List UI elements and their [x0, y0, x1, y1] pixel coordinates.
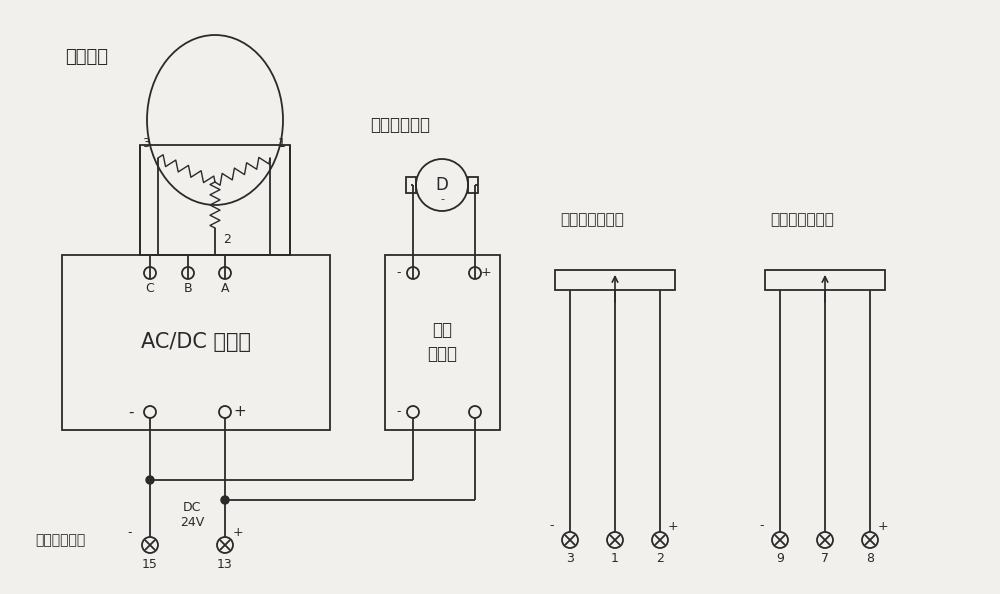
Text: +: + — [878, 520, 889, 532]
Bar — [385, 255, 500, 430]
Text: -: - — [128, 526, 132, 539]
Text: 1: 1 — [611, 551, 619, 564]
Bar — [468, 177, 478, 193]
Text: -: - — [128, 405, 134, 419]
Text: -: - — [396, 267, 401, 280]
Text: 陌螺马达: 陌螺马达 — [65, 48, 108, 66]
Text: 13: 13 — [217, 558, 233, 571]
Bar — [62, 255, 330, 430]
Text: B: B — [184, 283, 192, 295]
Circle shape — [146, 476, 154, 484]
Circle shape — [221, 496, 229, 504]
Text: -: - — [760, 520, 764, 532]
Text: C: C — [146, 283, 154, 295]
Text: 2: 2 — [656, 551, 664, 564]
Text: 7: 7 — [821, 551, 829, 564]
Text: AC/DC 逆变器: AC/DC 逆变器 — [141, 332, 251, 352]
Text: 3: 3 — [142, 137, 150, 150]
Text: 控制: 控制 — [432, 321, 452, 339]
Text: +: + — [481, 267, 492, 280]
Bar — [765, 270, 885, 290]
Text: 横向输出电位计: 横向输出电位计 — [560, 213, 624, 228]
Text: 3: 3 — [566, 551, 574, 564]
Text: +: + — [233, 526, 244, 539]
Text: 快速扶正电机: 快速扶正电机 — [370, 116, 430, 134]
Text: 纵向输出电位计: 纵向输出电位计 — [770, 213, 834, 228]
Text: D: D — [436, 176, 448, 194]
Text: 15: 15 — [142, 558, 158, 571]
Text: A: A — [221, 283, 229, 295]
Text: 插座端子序号: 插座端子序号 — [35, 533, 85, 547]
Text: DC
24V: DC 24V — [180, 501, 204, 529]
Text: 电源板: 电源板 — [427, 345, 457, 363]
Text: +: + — [233, 405, 246, 419]
Text: 9: 9 — [776, 551, 784, 564]
Text: 8: 8 — [866, 551, 874, 564]
Text: -: - — [396, 406, 401, 419]
Text: +: + — [668, 520, 679, 532]
Text: 2: 2 — [223, 233, 231, 246]
Bar — [555, 270, 675, 290]
Text: -: - — [440, 194, 444, 204]
Bar — [140, 145, 290, 255]
Text: -: - — [550, 520, 554, 532]
Text: 1: 1 — [278, 137, 286, 150]
Bar — [406, 177, 416, 193]
